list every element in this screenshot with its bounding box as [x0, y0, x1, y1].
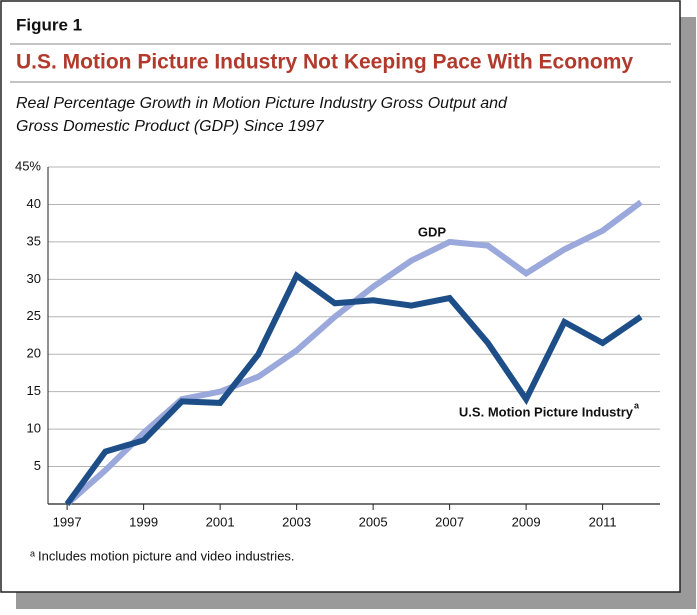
- y-tick-label: 35: [27, 233, 41, 248]
- y-tick-label: 15: [27, 383, 41, 398]
- x-tick-label: 2001: [206, 514, 235, 529]
- series-label: U.S. Motion Picture Industry: [459, 404, 634, 419]
- x-tick-label: 2007: [435, 514, 464, 529]
- series-label: GDP: [418, 224, 447, 239]
- y-tick-label: 45%: [15, 158, 41, 173]
- x-tick-label: 1997: [53, 514, 82, 529]
- y-tick-label: 5: [34, 458, 41, 473]
- x-tick-label: 1999: [129, 514, 158, 529]
- x-tick-label: 2011: [589, 514, 617, 529]
- frame: [0, 0, 681, 593]
- y-tick-label: 10: [27, 421, 41, 436]
- x-tick-label: 2003: [282, 514, 311, 529]
- x-tick-label: 2005: [359, 514, 388, 529]
- x-tick-label: 2009: [512, 514, 541, 529]
- footnote-marker: a: [634, 400, 640, 410]
- y-tick-label: 20: [27, 346, 41, 361]
- subtitle: Gross Domestic Product (GDP) Since 1997: [16, 118, 325, 135]
- y-tick-label: 30: [27, 271, 41, 286]
- footnote-marker: a: [30, 548, 35, 558]
- subtitle: Real Percentage Growth in Motion Picture…: [16, 95, 508, 112]
- footnote: Includes motion picture and video indust…: [38, 548, 295, 563]
- y-tick-label: 25: [27, 308, 41, 323]
- y-tick-label: 40: [27, 196, 41, 211]
- series-line: [64, 271, 643, 506]
- chart-title: U.S. Motion Picture Industry Not Keeping…: [16, 51, 633, 74]
- figure-label: Figure 1: [16, 15, 82, 34]
